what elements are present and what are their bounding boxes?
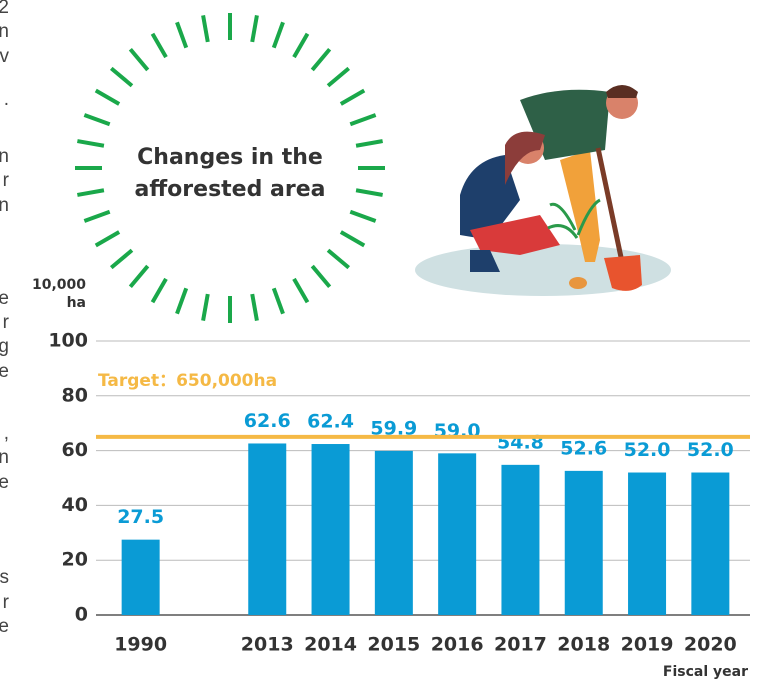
value-label: 27.5 xyxy=(117,506,164,528)
x-tick-label: 2017 xyxy=(494,634,547,656)
side-text: e xyxy=(0,288,9,309)
burst-dash xyxy=(326,66,351,88)
value-label: 62.6 xyxy=(244,410,291,432)
target-label: Target：650,000ha xyxy=(98,371,277,391)
side-text: r xyxy=(3,592,10,613)
bar xyxy=(438,453,477,615)
burst-dash xyxy=(94,230,121,248)
burst-dash xyxy=(175,287,189,315)
burst-dash xyxy=(326,248,351,270)
burst-dash xyxy=(349,113,377,127)
burst-dash xyxy=(349,209,377,223)
value-label: 52.0 xyxy=(624,439,671,461)
title-burst xyxy=(75,13,385,323)
burst-dash xyxy=(355,139,383,148)
bar xyxy=(121,539,160,615)
x-tick-label: 1990 xyxy=(114,634,167,656)
burst-dash xyxy=(250,15,259,43)
y-tick-label: 0 xyxy=(75,604,88,626)
burst-dash xyxy=(175,21,189,49)
burst-dash xyxy=(94,88,121,106)
bar xyxy=(374,450,413,615)
side-text: e xyxy=(0,361,9,382)
y-unit: 10,000 xyxy=(32,277,86,293)
burst-dash xyxy=(339,88,366,106)
y-tick-label: 40 xyxy=(62,494,88,516)
side-text: g xyxy=(0,336,9,357)
side-text: n xyxy=(0,146,9,167)
burst-dash xyxy=(83,209,111,223)
side-text: n xyxy=(0,447,9,468)
side-text: , xyxy=(4,423,9,444)
burst-dash xyxy=(271,287,285,315)
bar xyxy=(564,470,603,615)
value-label: 54.8 xyxy=(497,431,544,453)
bar xyxy=(501,464,540,615)
burst-dash xyxy=(83,113,111,127)
burst-dash xyxy=(355,188,383,197)
side-text: e xyxy=(0,472,9,493)
bar xyxy=(311,444,350,615)
value-label: 59.9 xyxy=(370,417,417,439)
x-tick-label: 2014 xyxy=(304,634,357,656)
chart-title: afforested area xyxy=(135,177,326,202)
burst-dash xyxy=(150,277,168,304)
bar xyxy=(248,443,287,615)
y-tick-label: 100 xyxy=(48,330,88,352)
x-axis-label: Fiscal year xyxy=(663,664,748,680)
burst-dash xyxy=(250,293,259,321)
x-tick-label: 2016 xyxy=(431,634,484,656)
y-tick-label: 60 xyxy=(62,439,88,461)
burst-dash xyxy=(310,47,332,72)
x-tick-label: 2020 xyxy=(684,634,737,656)
burst-dash xyxy=(310,264,332,289)
side-text: 2 xyxy=(0,0,9,18)
side-text: n xyxy=(0,195,9,216)
chart-title: Changes in the xyxy=(137,145,323,170)
y-unit: ha xyxy=(67,295,86,311)
side-text: r xyxy=(3,312,10,333)
side-text: . xyxy=(4,89,9,110)
burst-dash xyxy=(77,188,105,197)
burst-dash xyxy=(128,47,150,72)
side-text: s xyxy=(0,567,9,588)
side-text: e xyxy=(0,616,9,637)
bar xyxy=(691,472,730,615)
side-text: n xyxy=(0,21,9,42)
value-label: 52.6 xyxy=(560,437,607,459)
burst-dash xyxy=(150,32,168,59)
y-tick-label: 20 xyxy=(62,549,88,571)
burst-dash xyxy=(201,15,210,43)
value-label: 52.0 xyxy=(687,439,734,461)
burst-dash xyxy=(109,66,134,88)
value-label: 62.4 xyxy=(307,411,354,433)
x-tick-label: 2013 xyxy=(241,634,294,656)
burst-dash xyxy=(201,293,210,321)
burst-dash xyxy=(77,139,105,148)
x-tick-label: 2019 xyxy=(621,634,674,656)
illustration xyxy=(415,85,671,296)
burst-dash xyxy=(109,248,134,270)
burst-dash xyxy=(128,264,150,289)
burst-dash xyxy=(271,21,285,49)
side-text: r xyxy=(3,170,10,191)
x-tick-label: 2015 xyxy=(367,634,420,656)
burst-dash xyxy=(339,230,366,248)
side-text: v xyxy=(0,46,10,67)
y-tick-label: 80 xyxy=(62,384,88,406)
bar xyxy=(628,472,667,615)
burst-dash xyxy=(292,32,310,59)
burst-dash xyxy=(292,277,310,304)
x-tick-label: 2018 xyxy=(557,634,610,656)
